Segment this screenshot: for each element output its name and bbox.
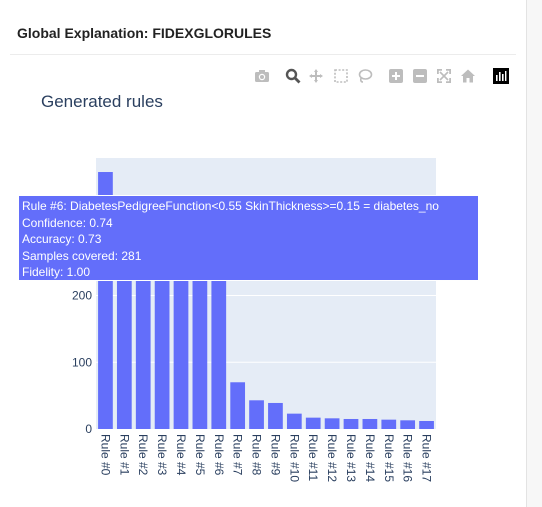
bar[interactable] xyxy=(116,241,132,429)
x-tick-label: Rule #16 xyxy=(401,434,415,482)
x-tick-label: Rule #11 xyxy=(306,434,320,481)
x-tick-label: Rule #7 xyxy=(231,434,245,476)
zoom-in-icon[interactable] xyxy=(387,67,405,85)
x-tick-label: Rule #12 xyxy=(325,434,339,482)
bar[interactable] xyxy=(211,241,227,429)
x-tick-label: Rule #1 xyxy=(117,434,131,476)
bar[interactable] xyxy=(343,418,359,429)
y-tick-label: 0 xyxy=(85,422,92,436)
card-title: Global Explanation: FIDEXGLORULES xyxy=(17,25,272,41)
bar[interactable] xyxy=(173,241,189,429)
bar[interactable] xyxy=(305,417,321,429)
pan-icon[interactable] xyxy=(307,67,325,85)
bar[interactable] xyxy=(419,420,434,429)
bar[interactable] xyxy=(192,241,208,429)
camera-icon[interactable] xyxy=(253,67,271,85)
plotly-logo-icon[interactable] xyxy=(493,68,509,84)
tooltip-rule: Rule #6: DiabetesPedigreeFunction<0.55 S… xyxy=(22,199,439,213)
bar[interactable] xyxy=(268,402,283,429)
x-tick-label: Rule #4 xyxy=(174,434,188,476)
tooltip-fidelity: Fidelity: 1.00 xyxy=(22,265,91,280)
x-tick-label: Rule #17 xyxy=(420,434,434,482)
y-tick-label: 200 xyxy=(72,289,92,303)
autoscale-icon[interactable] xyxy=(435,67,453,85)
x-tick-label: Rule #6 xyxy=(212,434,226,476)
hover-tooltip: Rule #6: DiabetesPedigreeFunction<0.55 S… xyxy=(18,195,479,281)
x-tick-label: Rule #14 xyxy=(363,434,377,482)
bar[interactable] xyxy=(135,241,151,429)
x-tick-label: Rule #10 xyxy=(287,434,301,482)
x-tick-label: Rule #8 xyxy=(250,434,264,476)
bar[interactable] xyxy=(249,400,264,429)
bar[interactable] xyxy=(362,418,378,429)
x-tick-label: Rule #13 xyxy=(344,434,358,482)
x-tick-label: Rule #2 xyxy=(136,434,150,476)
card-divider xyxy=(10,54,516,55)
reset-axes-icon[interactable] xyxy=(459,67,477,85)
tooltip-accuracy: Accuracy: 0.73 xyxy=(22,232,102,247)
x-tick-label: Rule #3 xyxy=(155,434,169,476)
bar[interactable] xyxy=(381,419,397,429)
x-tick-label: Rule #0 xyxy=(98,434,112,476)
box-select-icon[interactable] xyxy=(332,67,350,85)
y-tick-label: 100 xyxy=(72,355,92,369)
bar[interactable] xyxy=(400,420,416,429)
chart-title: Generated rules xyxy=(41,92,163,111)
x-tick-label: Rule #9 xyxy=(268,434,282,476)
bar[interactable] xyxy=(154,241,170,429)
zoom-out-icon[interactable] xyxy=(411,67,429,85)
lasso-icon[interactable] xyxy=(356,67,374,85)
x-tick-label: Rule #5 xyxy=(193,434,207,476)
x-tick-label: Rule #15 xyxy=(382,434,396,482)
tooltip-samples: Samples covered: 281 xyxy=(22,248,142,263)
gridlines xyxy=(96,295,436,363)
bar[interactable] xyxy=(324,418,340,429)
y-axis-ticks: 0 100 200 xyxy=(72,289,92,436)
tooltip-confidence: Confidence: 0.74 xyxy=(22,215,113,230)
explanation-card: Global Explanation: FIDEXGLORULES xyxy=(10,0,527,507)
bar[interactable] xyxy=(230,382,246,429)
zoom-icon[interactable] xyxy=(284,67,302,85)
bar[interactable] xyxy=(286,413,302,429)
x-axis-ticks: Rule #0 Rule #1 Rule #2 Rule #3 Rule #4 Rule … xyxy=(98,434,433,482)
